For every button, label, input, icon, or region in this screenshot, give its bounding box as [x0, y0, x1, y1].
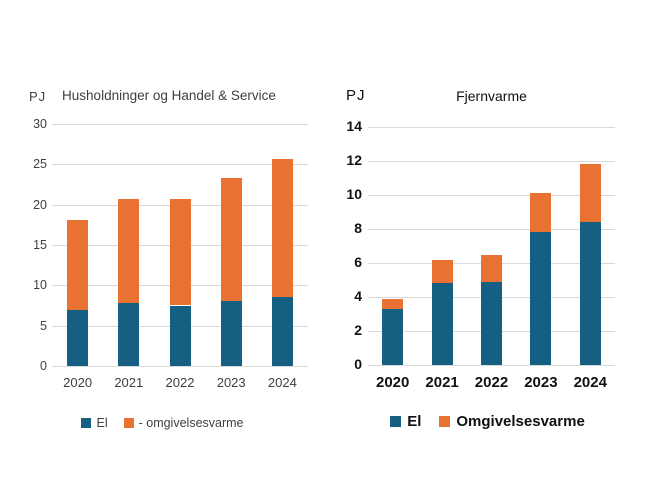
bar-segment-omgivelsesvarme [169, 199, 191, 306]
chart-husholdninger-handel-service: PJ Husholdninger og Handel & Service El -… [0, 88, 325, 430]
x-axis-label: 2020 [63, 375, 93, 390]
bar-segment-el [481, 281, 502, 365]
legend: El - omgivelsesvarme [0, 416, 325, 430]
gridline [52, 124, 308, 125]
y-axis-tick-label: 15 [33, 238, 47, 252]
x-axis-label: 2024 [573, 374, 607, 391]
legend-label: El [407, 413, 422, 430]
y-axis-tick-label: 0 [40, 359, 47, 373]
gridline [368, 365, 615, 366]
y-axis-tick-label: 5 [40, 318, 47, 333]
x-axis-label: 2023 [524, 374, 558, 391]
bar-segment-omgivelsesvarme [579, 164, 601, 223]
bar-segment-omgivelsesvarme [481, 254, 502, 282]
x-axis-label: 2022 [474, 374, 509, 391]
chart-title: Husholdninger og Handel & Service [62, 88, 276, 103]
x-axis-label: 2020 [376, 374, 410, 391]
y-axis-tick-label: 4 [354, 288, 362, 304]
y-axis-tick-label: 10 [346, 186, 362, 202]
bar-segment-omgivelsesvarme [431, 259, 453, 284]
y-axis-tick-label: 10 [33, 278, 47, 293]
bar-segment-el [118, 303, 140, 366]
bar-segment-el [271, 297, 293, 366]
gridline [52, 164, 308, 166]
bar-segment-omgivelsesvarme [382, 298, 404, 309]
gridline [368, 127, 615, 128]
y-axis-unit-label: PJ [29, 89, 47, 104]
gridline [368, 195, 615, 196]
bar-segment-omgivelsesvarme [271, 158, 293, 298]
gridline [368, 161, 615, 162]
bar-segment-el [431, 283, 453, 365]
bar-segment-omgivelsesvarme [220, 178, 242, 302]
y-axis-tick-label: 8 [354, 220, 362, 236]
legend-label: El [96, 416, 108, 430]
y-axis-tick-label: 12 [346, 152, 362, 168]
gridline [52, 366, 308, 367]
legend-item: El [81, 416, 108, 430]
bar-segment-el [67, 309, 89, 366]
bar-segment-omgivelsesvarme [530, 193, 552, 233]
legend: El Omgivelsesvarme [325, 413, 650, 430]
y-axis-tick-label: 2 [354, 322, 362, 338]
y-axis-tick-label: 14 [346, 118, 362, 134]
y-axis-tick-label: 6 [354, 254, 362, 270]
y-axis-unit-label: PJ [346, 87, 366, 104]
bar-segment-omgivelsesvarme [118, 199, 140, 304]
legend-swatch [390, 416, 402, 427]
gridline [368, 229, 615, 230]
legend-item: - omgivelsesvarme [123, 416, 244, 430]
chart-fjernvarme: PJ Fjernvarme El Omgivelsesvarme 0 2 4 6 8 10 1… [325, 0, 650, 500]
legend-swatch [123, 418, 134, 428]
x-axis-label: 2021 [114, 375, 144, 390]
x-axis-label: 2024 [267, 375, 297, 390]
legend-item: Omgivelsesvarme [439, 413, 585, 430]
bar-segment-el [220, 301, 242, 366]
bar-segment-el [579, 222, 601, 365]
x-axis-label: 2022 [165, 375, 195, 390]
bar-segment-el [530, 232, 552, 365]
chart-title: Fjernvarme [456, 88, 527, 104]
legend-swatch [439, 416, 451, 427]
y-axis-tick-label: 25 [33, 157, 47, 172]
legend-label: - omgivelsesvarme [138, 416, 244, 430]
y-axis-tick-label: 0 [354, 356, 362, 372]
y-axis-tick-label: 30 [33, 117, 47, 131]
x-axis-label: 2021 [425, 374, 459, 391]
legend-swatch [81, 418, 92, 428]
bar-segment-el [169, 305, 191, 366]
y-axis-tick-label: 20 [33, 197, 47, 212]
bar-segment-omgivelsesvarme [67, 219, 89, 310]
legend-item: El [390, 413, 421, 430]
legend-label: Omgivelsesvarme [456, 413, 585, 430]
bar-segment-el [382, 308, 404, 365]
x-axis-label: 2023 [216, 375, 246, 390]
